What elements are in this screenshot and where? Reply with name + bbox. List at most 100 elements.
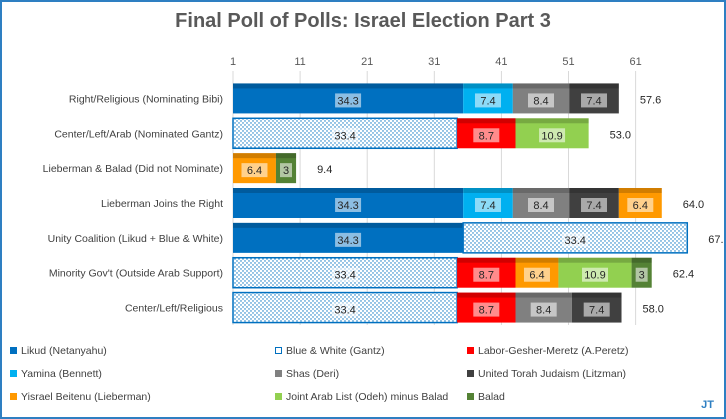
data-label-bg — [473, 267, 500, 282]
data-label-bg — [335, 93, 362, 108]
legend-label: Shas (Deri) — [286, 368, 340, 380]
legend-label: United Torah Judaism (Litzman) — [478, 368, 627, 380]
data-label: 8.7 — [479, 305, 494, 317]
data-label: 34.3 — [337, 235, 358, 247]
category-label: Right/Religious (Nominating Bibi) — [69, 93, 223, 105]
data-label: 3 — [639, 270, 645, 282]
data-label-bg — [332, 302, 359, 317]
data-label-bg — [335, 198, 362, 212]
total-label: 57.6 — [640, 94, 661, 106]
data-label: 8.4 — [533, 200, 548, 212]
data-label: 8.7 — [479, 270, 494, 282]
total-label: 9.4 — [317, 164, 332, 176]
data-label-bg — [530, 302, 557, 317]
x-tick-label: 11 — [294, 56, 305, 68]
category-label: Lieberman & Balad (Did not Nominate) — [43, 163, 223, 175]
bar-segment-shade — [512, 83, 570, 89]
legend-item: United Torah Judaism (Litzman) — [467, 368, 626, 380]
legend-swatch — [275, 346, 282, 354]
total-label: 62.4 — [673, 269, 694, 281]
legend-swatch — [275, 369, 282, 377]
data-label-bg — [583, 302, 610, 317]
legend-swatch — [467, 392, 474, 400]
data-label-bg — [539, 128, 566, 143]
data-label-bg — [582, 267, 609, 282]
x-tick-label: 51 — [562, 56, 574, 68]
legend-swatch — [10, 369, 17, 377]
data-label: 33.4 — [334, 130, 355, 142]
bar-segment-shade — [558, 257, 632, 263]
data-label: 7.4 — [589, 305, 604, 317]
legend-swatch — [275, 392, 282, 400]
chart-title: Final Poll of Polls: Israel Election Par… — [175, 10, 551, 32]
data-label: 7.4 — [586, 200, 601, 212]
legend-item: Labor-Gesher-Meretz (A.Peretz) — [467, 345, 629, 357]
bar-segment-shade — [515, 292, 572, 298]
data-label-bg — [335, 232, 362, 247]
data-label-bg — [627, 198, 654, 212]
legend-label: Balad — [478, 391, 505, 403]
bar-segment-shade — [233, 83, 464, 89]
bar-segment-shade — [618, 188, 662, 193]
legend-item: Likud (Netanyahu) — [10, 345, 107, 357]
data-label: 33.4 — [565, 235, 586, 247]
legend-label: Yisrael Beitenu (Lieberman) — [21, 391, 151, 403]
data-label: 34.3 — [337, 95, 358, 107]
bar-segment-shade — [515, 257, 559, 263]
bar-segment-shade — [233, 153, 276, 159]
category-label: Center/Left/Arab (Nominated Gantz) — [54, 128, 223, 140]
data-label: 6.4 — [633, 200, 648, 212]
legend-label: Likud (Netanyahu) — [21, 345, 107, 357]
bar-segment-shade — [571, 292, 622, 298]
legend-swatch — [467, 346, 474, 354]
x-tick-label: 21 — [361, 56, 373, 68]
data-label: 8.4 — [536, 305, 551, 317]
legend-item: Yisrael Beitenu (Lieberman) — [10, 391, 151, 403]
bar-segment-shade — [275, 153, 297, 159]
data-label: 6.4 — [247, 165, 262, 177]
category-label: Lieberman Joins the Right — [101, 198, 223, 210]
bar-segment-shade — [569, 188, 619, 193]
data-label-bg — [562, 232, 589, 247]
data-label: 34.3 — [337, 200, 358, 212]
bar-segment-shade — [569, 83, 619, 89]
bar-segment-shade — [457, 257, 516, 263]
bar-segment-shade — [463, 188, 513, 193]
legend-item: Joint Arab List (Odeh) minus Balad — [275, 391, 448, 403]
legend-item: Blue & White (Gantz) — [275, 345, 385, 357]
bar-segment-shade — [457, 292, 516, 298]
bar-segment-shade — [233, 188, 464, 193]
bar-segment-shade — [457, 118, 516, 124]
category-label: Minority Gov't (Outside Arab Support) — [49, 268, 223, 280]
data-label: 7.4 — [480, 95, 495, 107]
data-label: 33.4 — [334, 305, 355, 317]
legend-label: Yamina (Bennett) — [21, 368, 102, 380]
logo: JT — [701, 399, 714, 411]
bar-segment-shade — [631, 257, 652, 263]
bar-segment-shade — [233, 222, 464, 228]
x-tick-label: 1 — [230, 56, 236, 68]
data-label-bg — [473, 128, 500, 143]
data-label-bg — [241, 163, 268, 178]
data-label-bg — [473, 302, 500, 317]
legend-label: Labor-Gesher-Meretz (A.Peretz) — [478, 345, 629, 357]
legend-swatch — [10, 346, 17, 354]
data-label: 8.4 — [533, 95, 548, 107]
data-label-bg — [332, 267, 359, 282]
legend-label: Joint Arab List (Odeh) minus Balad — [286, 391, 449, 403]
data-label-bg — [635, 267, 648, 282]
data-label: 33.4 — [334, 270, 355, 282]
data-label: 6.4 — [529, 270, 544, 282]
category-label: Center/Left/Religious — [125, 303, 223, 315]
data-label-bg — [474, 198, 501, 212]
bar-segment-shade — [463, 83, 513, 89]
x-tick-label: 61 — [629, 56, 641, 68]
chart-legend: Likud (Netanyahu) Blue & White (Gantz) Lab… — [2, 2, 724, 403]
legend-item: Balad — [467, 391, 505, 403]
legend-item: Shas (Deri) — [275, 368, 339, 380]
bar-segment-shade — [512, 188, 570, 193]
data-label: 10.9 — [584, 270, 605, 282]
legend-swatch — [10, 392, 17, 400]
data-label-bg — [523, 267, 550, 282]
